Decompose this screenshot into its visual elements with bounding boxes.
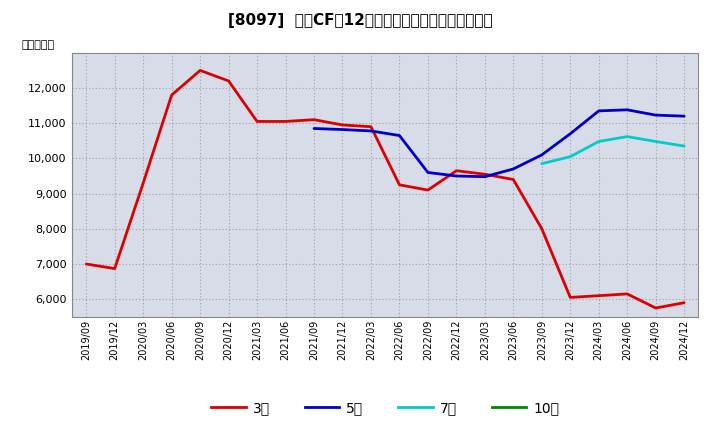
Legend: 3年, 5年, 7年, 10年: 3年, 5年, 7年, 10年 [205,396,565,421]
Text: [8097]  営業CFだ12か月移動合計の標準偏差の推移: [8097] 営業CFだ12か月移動合計の標準偏差の推移 [228,13,492,28]
Text: （百万円）: （百万円） [22,40,55,50]
